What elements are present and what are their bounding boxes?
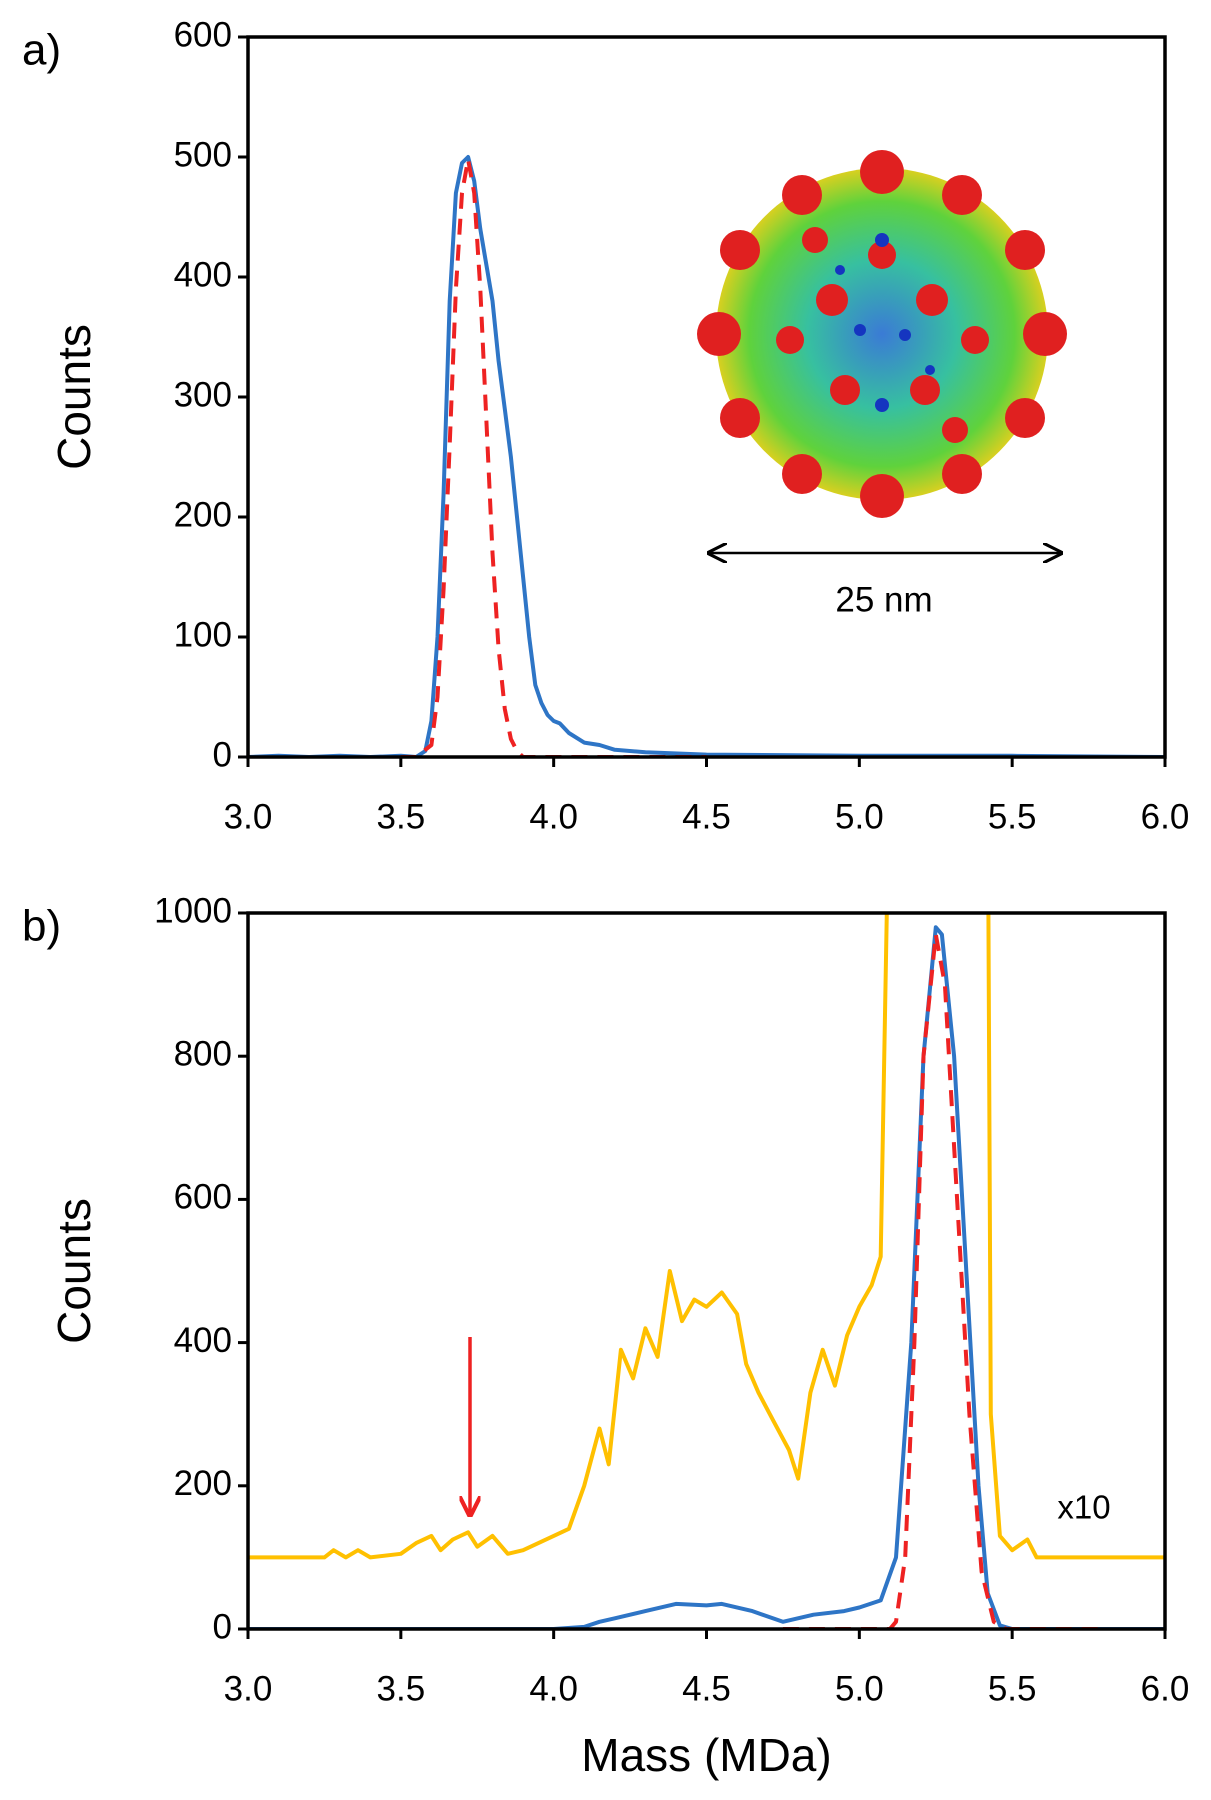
x-tick-label: 4.5	[682, 797, 731, 836]
x-tick-label: 5.0	[835, 797, 884, 836]
y-tick-label: 0	[213, 1607, 232, 1646]
y-axis-label: Counts	[48, 324, 100, 470]
y-tick-label: 400	[174, 1321, 232, 1360]
series-line	[400, 157, 707, 757]
y-axis-label: Counts	[48, 1198, 100, 1344]
x-tick-label: 6.0	[1141, 1669, 1190, 1708]
y-tick-label: 0	[213, 735, 232, 774]
x-tick-label: 5.5	[988, 1669, 1037, 1708]
panel-label: a)	[22, 26, 61, 75]
series-line	[248, 155, 1165, 757]
x-tick-label: 4.0	[529, 797, 578, 836]
x-tick-label: 5.5	[988, 797, 1037, 836]
series-line	[248, 925, 1165, 1629]
x-tick-label: 3.5	[377, 797, 426, 836]
x-tick-label: 4.5	[682, 1669, 731, 1708]
y-tick-label: 100	[174, 615, 232, 654]
y-tick-label: 1000	[154, 891, 232, 930]
plot-frame	[246, 911, 1167, 1631]
y-tick-label: 600	[174, 1178, 232, 1217]
x-tick-label: 3.0	[224, 797, 273, 836]
x-tick-label: 3.0	[224, 1669, 273, 1708]
panel-label: b)	[22, 902, 61, 951]
y-tick-label: 600	[174, 15, 232, 54]
y-tick-label: 300	[174, 375, 232, 414]
y-tick-label: 200	[174, 495, 232, 534]
virus-illustration	[697, 150, 1067, 518]
x-tick-label: 6.0	[1141, 797, 1190, 836]
x-axis-label: Mass (MDa)	[581, 1729, 831, 1781]
scale-label: 25 nm	[835, 580, 932, 619]
series-line	[248, 913, 1165, 1560]
y-tick-label: 800	[174, 1034, 232, 1073]
x-tick-label: 3.5	[377, 1669, 426, 1708]
plot-lines	[248, 155, 1165, 757]
series-line	[782, 932, 1104, 1629]
x-tick-label: 5.0	[835, 1669, 884, 1708]
plot-lines	[248, 913, 1165, 1629]
y-tick-label: 500	[174, 135, 232, 174]
y-tick-label: 400	[174, 255, 232, 294]
y-tick-label: 200	[174, 1464, 232, 1503]
scale-factor-label: x10	[1057, 1489, 1110, 1526]
x-tick-label: 4.0	[529, 1669, 578, 1708]
